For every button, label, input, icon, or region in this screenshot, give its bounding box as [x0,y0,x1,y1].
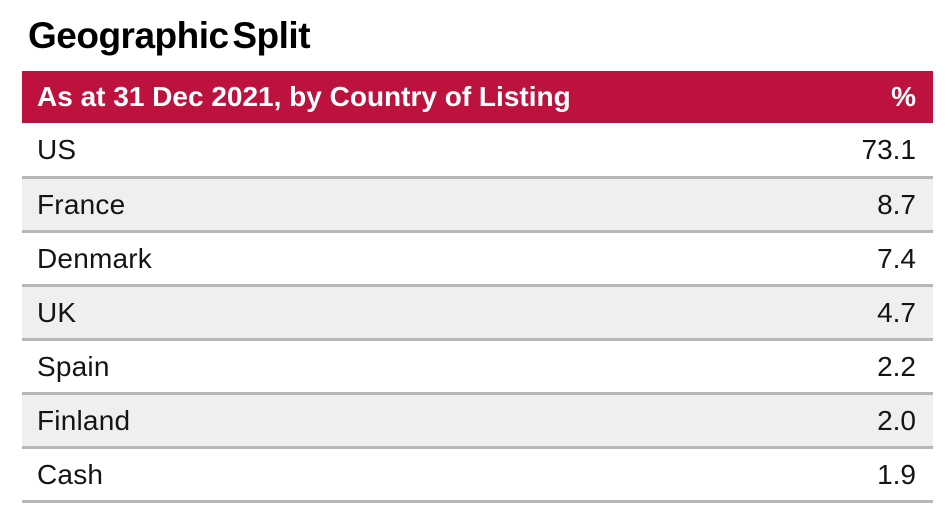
table-header-percent-label: % [891,81,916,113]
percent-value: 7.4 [877,242,916,274]
table-body: US 73.1 France 8.7 Denmark 7.4 UK 4.7 Sp… [22,123,933,504]
table-header-row: As at 31 Dec 2021, by Country of Listing… [22,71,933,124]
table-header-label: As at 31 Dec 2021, by Country of Listing [37,81,571,113]
percent-value: 1.9 [877,458,916,490]
page-title: Geographic Split [28,15,311,56]
country-label: US [37,133,77,165]
geographic-split-panel: Geographic Split As at 31 Dec 2021, by C… [22,15,933,504]
country-label: Denmark [37,242,152,274]
table-row: Spain 2.2 [22,338,933,393]
percent-value: 2.0 [877,404,916,436]
country-label: Cash [37,458,104,490]
country-label: Spain [37,350,110,382]
table-row: UK 4.7 [22,284,933,339]
table-row: Denmark 7.4 [22,230,933,285]
percent-value: 8.7 [877,188,916,220]
percent-value: 4.7 [877,296,916,328]
table-row: Finland 2.0 [22,392,933,447]
table-row: France 8.7 [22,176,933,231]
country-label: Finland [37,404,131,436]
percent-value: 2.2 [877,350,916,382]
percent-value: 73.1 [861,133,917,165]
table-row: Cash 1.9 [22,446,933,501]
geographic-split-table: As at 31 Dec 2021, by Country of Listing… [22,71,933,504]
country-label: France [37,188,126,220]
country-label: UK [37,296,77,328]
table-row: US 73.1 [22,123,933,177]
